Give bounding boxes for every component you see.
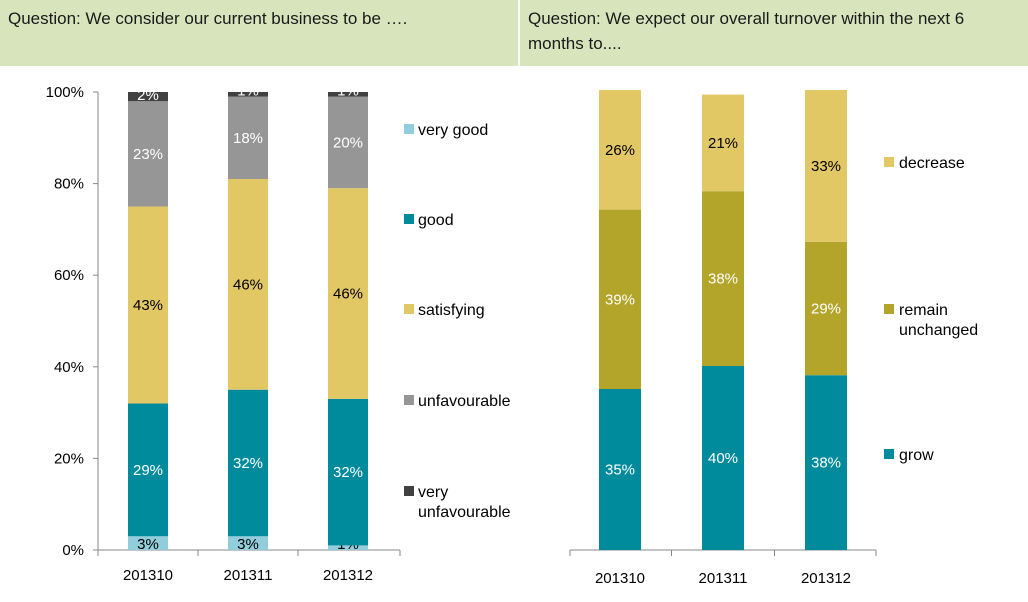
data-label: 3% — [237, 536, 259, 553]
data-label: 38% — [811, 455, 841, 472]
bar-segment-very-good — [228, 536, 268, 550]
bar-segment-decrease — [599, 90, 641, 210]
legend-label: grow — [899, 447, 934, 464]
bar-segment-remain-unchanged — [599, 209, 641, 389]
data-label: 3% — [137, 536, 159, 553]
bar-segment-very-unfavourable — [228, 92, 268, 97]
x-category-label: 201311 — [224, 567, 273, 584]
bar-segment-unfavourable — [128, 101, 168, 207]
x-category-label: 201310 — [123, 567, 173, 584]
data-label: 43% — [133, 297, 163, 314]
data-label: 35% — [605, 462, 635, 479]
bar-segment-decrease — [805, 90, 847, 242]
legend-swatch-unfavourable — [404, 395, 414, 405]
bar-segment-good — [328, 398, 368, 546]
data-label: 40% — [708, 450, 738, 467]
data-label: 33% — [811, 158, 841, 175]
data-label: 38% — [708, 271, 738, 288]
data-label: 1% — [237, 83, 259, 100]
legend-label: unfavourable — [418, 393, 511, 410]
legend-label: remain unchanged — [899, 302, 978, 339]
data-label: 21% — [708, 135, 738, 152]
legend-label: decrease — [899, 155, 965, 172]
data-label: 29% — [133, 462, 163, 479]
data-label: 46% — [333, 286, 363, 303]
legend-label: very good — [418, 122, 488, 139]
legend-label: good — [418, 212, 454, 229]
data-label: 32% — [333, 464, 363, 481]
y-tick-label: 100% — [46, 84, 84, 101]
legend-label: satisfying — [418, 302, 485, 319]
legend-swatch-very-good — [404, 124, 414, 134]
legend-swatch-satisfying — [404, 304, 414, 314]
bar-segment-grow — [702, 366, 744, 550]
bar-segment-satisfying — [228, 179, 268, 390]
bar-segment-good — [228, 389, 268, 537]
bar-segment-satisfying — [128, 206, 168, 404]
x-category-label: 201310 — [595, 570, 645, 587]
bar-segment-good — [128, 403, 168, 537]
question-header-current-business: Question: We consider our current busine… — [0, 0, 520, 66]
y-tick-label: 0% — [62, 542, 84, 559]
data-label: 32% — [233, 455, 263, 472]
data-label: 23% — [133, 146, 163, 163]
bar-segment-remain-unchanged — [702, 191, 744, 366]
legend-swatch-decrease — [884, 157, 894, 167]
bar-segment-very-good — [128, 536, 168, 550]
y-tick-label: 20% — [54, 450, 84, 467]
bar-segment-unfavourable — [228, 96, 268, 180]
bar-segment-grow — [599, 389, 641, 550]
y-tick-label: 60% — [54, 267, 84, 284]
legend-swatch-remain-unchanged — [884, 304, 894, 314]
x-category-label: 201312 — [323, 567, 373, 584]
bar-segment-very-unfavourable — [328, 92, 368, 97]
bar-segment-unfavourable — [328, 96, 368, 189]
y-tick-label: 80% — [54, 176, 84, 193]
data-label: 39% — [605, 291, 635, 308]
question-header-turnover-expectation: Question: We expect our overall turnover… — [520, 0, 1028, 66]
question-text: Question: We expect our overall turnover… — [528, 9, 965, 53]
x-category-label: 201311 — [699, 570, 748, 587]
y-tick-label: 40% — [54, 359, 84, 376]
legend-swatch-very-unfavourable — [404, 486, 414, 496]
bar-segment-remain-unchanged — [805, 241, 847, 376]
data-label: 18% — [233, 130, 263, 147]
bar-segment-very-good — [328, 545, 368, 550]
bar-segment-decrease — [702, 94, 744, 192]
legend-swatch-grow — [884, 449, 894, 459]
data-label: 20% — [333, 134, 363, 151]
legend-swatch-good — [404, 214, 414, 224]
x-category-label: 201312 — [801, 570, 851, 587]
data-label: 1% — [337, 83, 359, 100]
data-label: 26% — [605, 142, 635, 159]
bar-segment-grow — [805, 375, 847, 550]
data-label: 46% — [233, 276, 263, 293]
bar-segment-very-unfavourable — [128, 92, 168, 102]
data-label: 2% — [137, 87, 159, 104]
data-label: 29% — [811, 301, 841, 318]
bar-segment-satisfying — [328, 188, 368, 399]
question-text: Question: We consider our current busine… — [8, 9, 408, 28]
legend-label: very unfavourable — [418, 484, 511, 521]
